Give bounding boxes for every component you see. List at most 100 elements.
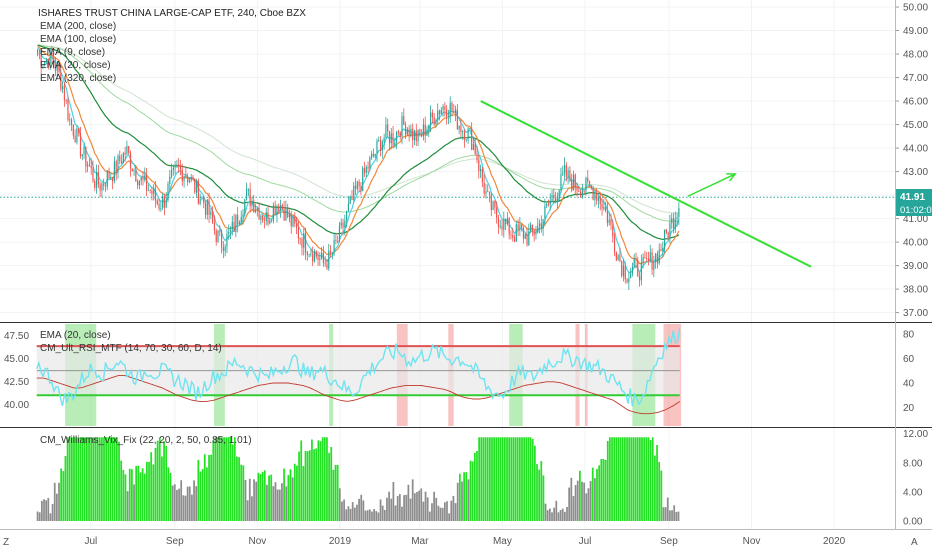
candle-body — [605, 207, 607, 211]
vix-bar — [268, 475, 270, 521]
candle-body — [178, 164, 180, 167]
candle-body — [631, 266, 634, 274]
candle-body — [197, 181, 199, 204]
candle-body — [263, 220, 266, 222]
rsi-legend-cm-ult-rsi[interactable]: CM_Ult_RSI_MTF (14, 70, 30, 60, D, 14) — [40, 343, 222, 354]
vix-bar — [120, 460, 123, 521]
vix-bar — [510, 437, 513, 521]
vix-bar — [628, 437, 631, 521]
vix-bar — [83, 437, 86, 521]
candle-body — [112, 176, 114, 182]
vix-bar — [546, 510, 549, 521]
vix-bar — [356, 504, 358, 521]
candle-body — [290, 214, 292, 227]
candle-body — [599, 197, 601, 205]
vix-bar — [55, 493, 58, 521]
candle-body — [619, 255, 621, 262]
candle-body — [90, 166, 92, 169]
candle-body — [149, 190, 151, 191]
zoom-reset-icon[interactable]: Z — [3, 537, 9, 548]
vix-bar — [148, 461, 150, 521]
price-tick-label: 45.00 — [903, 120, 928, 131]
candle-body — [512, 235, 514, 238]
vix-bar — [587, 488, 590, 521]
trendline[interactable] — [480, 100, 812, 268]
candle-body — [428, 125, 430, 130]
candle-body — [612, 225, 614, 237]
bar-countdown: 01:02:02 — [900, 205, 932, 216]
candle-body — [678, 208, 680, 218]
legend-ema-9[interactable]: EMA (9, close) — [40, 47, 105, 58]
vix-bar — [274, 482, 277, 521]
rsi-left-tick: 40.00 — [4, 400, 29, 411]
vix-bar — [296, 465, 298, 521]
vix-bar — [641, 437, 643, 521]
vix-bar — [223, 437, 225, 521]
legend-ema-100[interactable]: EMA (100, close) — [40, 34, 116, 45]
candle-body — [145, 175, 148, 191]
candle-body — [358, 181, 360, 187]
candle-body — [240, 217, 242, 223]
auto-scale-icon[interactable]: A — [911, 537, 918, 548]
candle-body — [535, 232, 537, 235]
vix-bar — [272, 486, 275, 521]
candle-body — [576, 187, 578, 191]
candle-body — [229, 229, 232, 232]
vix-bar — [514, 437, 517, 521]
legend-ema-200[interactable]: EMA (200, close) — [40, 21, 116, 32]
vix-bar — [488, 437, 491, 521]
candle-body — [562, 173, 564, 175]
vix-bar — [221, 437, 223, 521]
vix-bar — [570, 477, 573, 521]
candle-body — [601, 204, 603, 209]
candle-body — [556, 198, 558, 203]
candle-body — [424, 124, 426, 136]
candle-body — [322, 252, 324, 263]
vix-bar — [422, 501, 425, 521]
vix-bar — [36, 511, 39, 521]
candle-body — [349, 196, 351, 204]
vix-bar — [416, 491, 418, 521]
candle-body — [444, 106, 446, 110]
candle-body — [265, 212, 267, 221]
candle-body — [490, 194, 492, 211]
candle-body — [560, 174, 562, 191]
vix-legend[interactable]: CM_Williams_Vix_Fix (22, 20, 2, 50, 0.85… — [40, 435, 252, 446]
vix-bar — [467, 479, 470, 521]
arrow-shaft[interactable] — [687, 173, 736, 197]
vix-bar — [156, 440, 159, 521]
vix-bar — [424, 491, 427, 521]
candle-body — [406, 129, 408, 135]
candle-body — [447, 116, 450, 118]
vix-bar — [161, 456, 163, 521]
rsi-legend-ema[interactable]: EMA (20, close) — [40, 330, 111, 341]
price-tick-label: 44.00 — [903, 144, 928, 155]
legend-ema-320[interactable]: EMA (320, close) — [40, 73, 116, 84]
candle-body — [644, 257, 646, 259]
vix-bar — [671, 510, 673, 521]
candle-body — [244, 199, 246, 215]
candle-body — [85, 146, 87, 167]
vix-bar — [317, 440, 320, 521]
vix-bar — [152, 464, 155, 521]
candle-body — [235, 214, 237, 232]
rsi-panel — [36, 324, 682, 426]
x-tick-label: 2020 — [823, 536, 846, 547]
candle-body — [567, 170, 569, 177]
candle-body — [372, 153, 375, 157]
vix-bar — [231, 444, 234, 521]
vix-bar — [465, 472, 468, 521]
candle-body — [306, 252, 308, 255]
candle-body — [110, 176, 112, 179]
arrow-head[interactable] — [726, 173, 737, 182]
vix-bar — [377, 512, 380, 521]
candle-body — [299, 238, 301, 240]
candle-body — [378, 140, 380, 141]
candle-body — [626, 279, 628, 283]
candle-body — [249, 189, 251, 206]
candle-body — [410, 128, 412, 137]
drawings[interactable] — [480, 100, 812, 268]
candle-body — [187, 177, 189, 183]
legend-ema-20[interactable]: EMA (20, close) — [40, 60, 111, 71]
candle-body — [72, 125, 74, 136]
